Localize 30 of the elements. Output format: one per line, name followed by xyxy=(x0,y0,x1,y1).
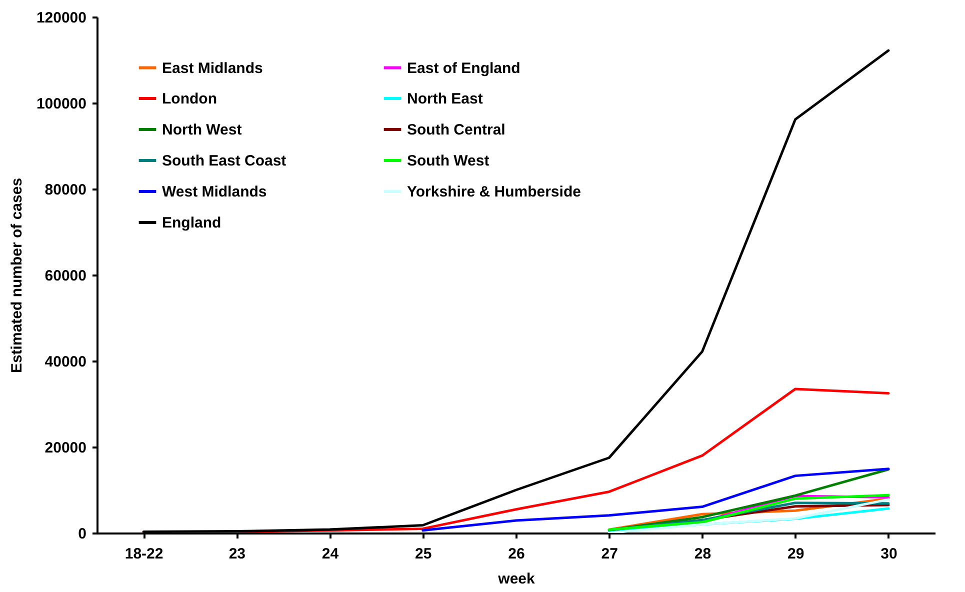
y-tick-label: 100000 xyxy=(36,96,86,112)
legend-label: Yorkshire & Humberside xyxy=(407,184,581,200)
y-tick-label: 60000 xyxy=(44,268,86,284)
legend-label: England xyxy=(162,214,222,232)
y-axis-title: Estimated number of cases xyxy=(8,178,26,374)
legend-label: London xyxy=(162,90,217,108)
x-tick-label: 28 xyxy=(694,546,712,562)
legend-label: North East xyxy=(407,90,483,108)
y-tick-label: 20000 xyxy=(44,440,86,456)
y-tick-label: 40000 xyxy=(44,354,86,370)
x-tick-label: 24 xyxy=(322,546,340,562)
x-tick-label: 29 xyxy=(787,546,804,562)
x-tick-label: 27 xyxy=(601,546,618,562)
x-tick-label: 26 xyxy=(508,546,525,562)
legend-label: North West xyxy=(162,122,242,138)
legend-label: East Midlands xyxy=(162,60,263,77)
legend-label: East of England xyxy=(407,60,520,77)
legend-label: West Midlands xyxy=(162,184,267,200)
legend-label: South East Coast xyxy=(162,152,286,170)
x-tick-label: 23 xyxy=(228,546,246,562)
line-series xyxy=(422,468,890,532)
x-tick-label: 18-22 xyxy=(124,546,164,562)
x-tick-label: 25 xyxy=(415,546,432,562)
legend-label: South West xyxy=(407,152,490,170)
y-tick-label: 80000 xyxy=(44,182,86,198)
y-tick-label: 120000 xyxy=(36,10,86,26)
y-tick-label: 0 xyxy=(78,526,86,542)
legend-label: South Central xyxy=(407,122,506,138)
x-tick-label: 30 xyxy=(880,546,898,562)
x-axis-title: week xyxy=(497,570,536,588)
